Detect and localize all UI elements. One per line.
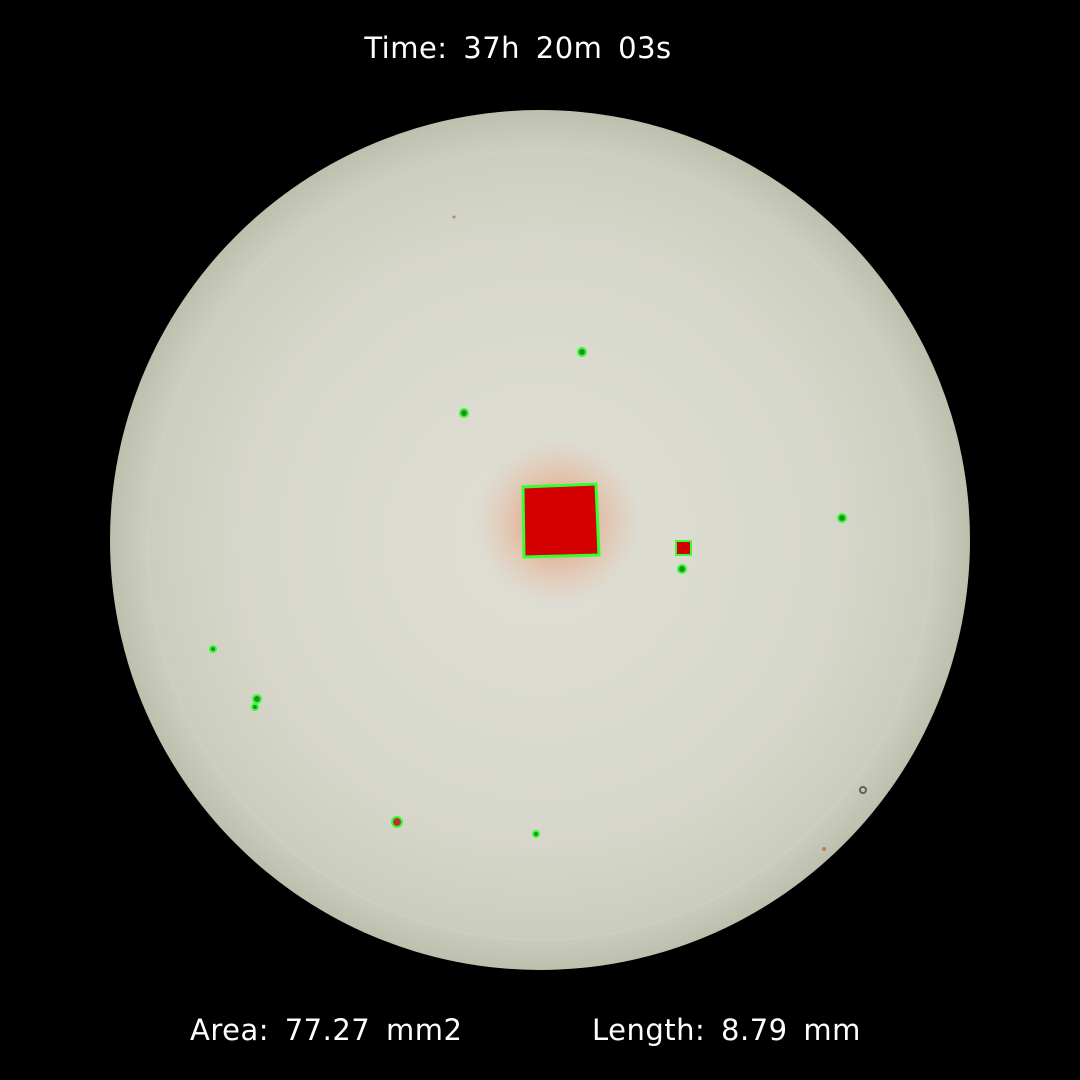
dish-rim-inner [147, 149, 933, 941]
length-label: Length: [592, 1013, 722, 1047]
area-readout: Area: 77.27 mm2 [190, 1016, 462, 1045]
spot [837, 513, 847, 523]
spot [459, 408, 469, 418]
time-label: Time: [364, 31, 448, 65]
spot [577, 347, 587, 357]
spot [209, 645, 217, 653]
time-value: 37h 20m 03s [463, 31, 672, 65]
debris [452, 215, 456, 219]
length-value: 8.79 mm [721, 1013, 861, 1047]
area-label: Area: [190, 1013, 270, 1047]
time-readout: Time: 37h 20m 03s [0, 34, 1036, 63]
debris [859, 786, 867, 794]
spot [391, 816, 403, 828]
debris [822, 847, 826, 851]
spot [251, 703, 259, 711]
length-readout: Length: 8.79 mm [592, 1016, 861, 1045]
specimen [521, 482, 601, 559]
dish-rim [130, 130, 950, 950]
detected-spots [209, 347, 847, 838]
spot [677, 564, 687, 574]
area-value: 77.27 mm2 [284, 1013, 463, 1047]
spot [675, 540, 692, 556]
spot [532, 830, 540, 838]
spot [252, 694, 262, 704]
